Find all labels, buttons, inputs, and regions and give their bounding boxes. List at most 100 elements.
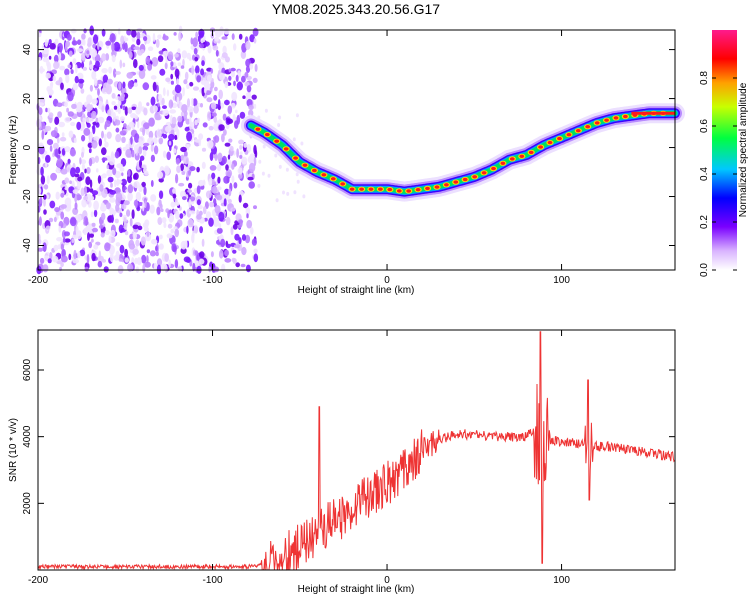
noise-blob: [142, 145, 149, 151]
noise-blob: [104, 230, 110, 236]
noise-blob: [174, 84, 182, 94]
noise-blob: [202, 206, 207, 215]
noise-blob: [37, 102, 45, 106]
noise-blob: [137, 202, 144, 206]
snr-y-ticks: 2000 4000 6000: [22, 358, 675, 514]
noise-blob: [177, 62, 182, 67]
noise-blob: [56, 237, 63, 242]
noise-blob: [117, 107, 121, 115]
noise-blob: [302, 194, 306, 199]
y-tick-label: 20: [22, 93, 33, 105]
noise-blob: [200, 68, 205, 76]
noise-blob: [170, 61, 174, 67]
noise-blob: [114, 218, 119, 224]
noise-blob: [152, 137, 158, 145]
noise-blob: [133, 82, 138, 87]
noise-blob: [220, 102, 225, 109]
noise-blob: [73, 137, 77, 144]
noise-blob: [145, 56, 151, 65]
noise-blob: [185, 118, 191, 125]
noise-blob: [77, 179, 82, 190]
noise-blob: [230, 67, 236, 72]
noise-blob: [218, 28, 224, 33]
noise-blob: [223, 129, 227, 136]
noise-blob: [248, 162, 256, 173]
noise-blob: [231, 91, 238, 102]
spectrogram-x-label: Height of straight line (km): [298, 285, 415, 296]
noise-blob: [91, 70, 97, 80]
noise-blob: [130, 136, 133, 145]
noise-blob: [196, 199, 201, 206]
noise-blob: [162, 150, 167, 158]
noise-blob: [246, 219, 253, 229]
noise-blob: [158, 190, 164, 199]
noise-blob: [239, 154, 243, 159]
noise-blob: [198, 133, 204, 141]
noise-blob: [77, 251, 81, 259]
noise-blob: [81, 134, 86, 142]
noise-blob: [249, 63, 254, 70]
noise-blob: [130, 113, 137, 119]
noise-blob: [86, 103, 92, 113]
noise-blob: [235, 262, 240, 268]
noise-blob: [157, 217, 163, 225]
noise-blob: [83, 216, 89, 226]
noise-blob: [189, 116, 192, 126]
noise-blob: [101, 130, 104, 139]
noise-blob: [88, 241, 93, 249]
noise-blob: [114, 151, 120, 159]
noise-blob: [122, 146, 127, 152]
noise-blob: [95, 117, 99, 124]
noise-blob: [134, 152, 140, 161]
noise-blob: [134, 133, 140, 143]
noise-blob: [101, 212, 106, 221]
noise-blob: [143, 122, 150, 130]
noise-blob: [248, 109, 254, 117]
noise-blob: [82, 39, 86, 46]
noise-blob: [65, 74, 70, 84]
noise-blob: [61, 255, 68, 263]
noise-blob: [182, 58, 185, 67]
noise-blob: [106, 78, 113, 85]
noise-blob: [39, 257, 45, 264]
noise-blob: [84, 168, 87, 174]
noise-blob: [53, 142, 59, 150]
signal-hotspot-core: [481, 171, 487, 175]
noise-blob: [198, 179, 205, 187]
noise-blob: [67, 167, 70, 172]
noise-blob: [112, 112, 116, 122]
noise-blob: [228, 75, 232, 81]
noise-blob: [152, 81, 157, 92]
colorbar-tick-label: 0.0: [699, 263, 710, 277]
noise-blob: [174, 68, 180, 78]
noise-blob: [50, 172, 57, 181]
noise-blob: [181, 171, 186, 175]
noise-blob: [143, 226, 149, 232]
noise-blob: [102, 74, 109, 84]
noise-blob: [141, 181, 146, 188]
noise-blob: [152, 32, 156, 43]
noise-blob: [133, 172, 139, 180]
noise-blob: [203, 87, 207, 94]
noise-blob: [95, 60, 100, 68]
noise-blob: [154, 111, 161, 121]
noise-blob: [68, 130, 74, 138]
noise-blob: [83, 127, 91, 136]
noise-blob: [210, 68, 214, 74]
noise-blob: [60, 168, 68, 175]
noise-blob: [211, 112, 217, 117]
noise-blob: [144, 170, 149, 176]
noise-blob: [53, 61, 60, 70]
noise-blob: [101, 259, 107, 263]
noise-blob: [197, 204, 203, 210]
noise-blob: [169, 109, 177, 114]
noise-blob: [144, 261, 151, 268]
noise-blob: [55, 148, 59, 158]
noise-blob: [127, 263, 134, 272]
noise-blob: [91, 252, 96, 262]
noise-blob: [227, 105, 233, 114]
noise-blob: [143, 186, 147, 196]
noise-blob: [162, 133, 168, 139]
noise-blob: [245, 264, 251, 273]
